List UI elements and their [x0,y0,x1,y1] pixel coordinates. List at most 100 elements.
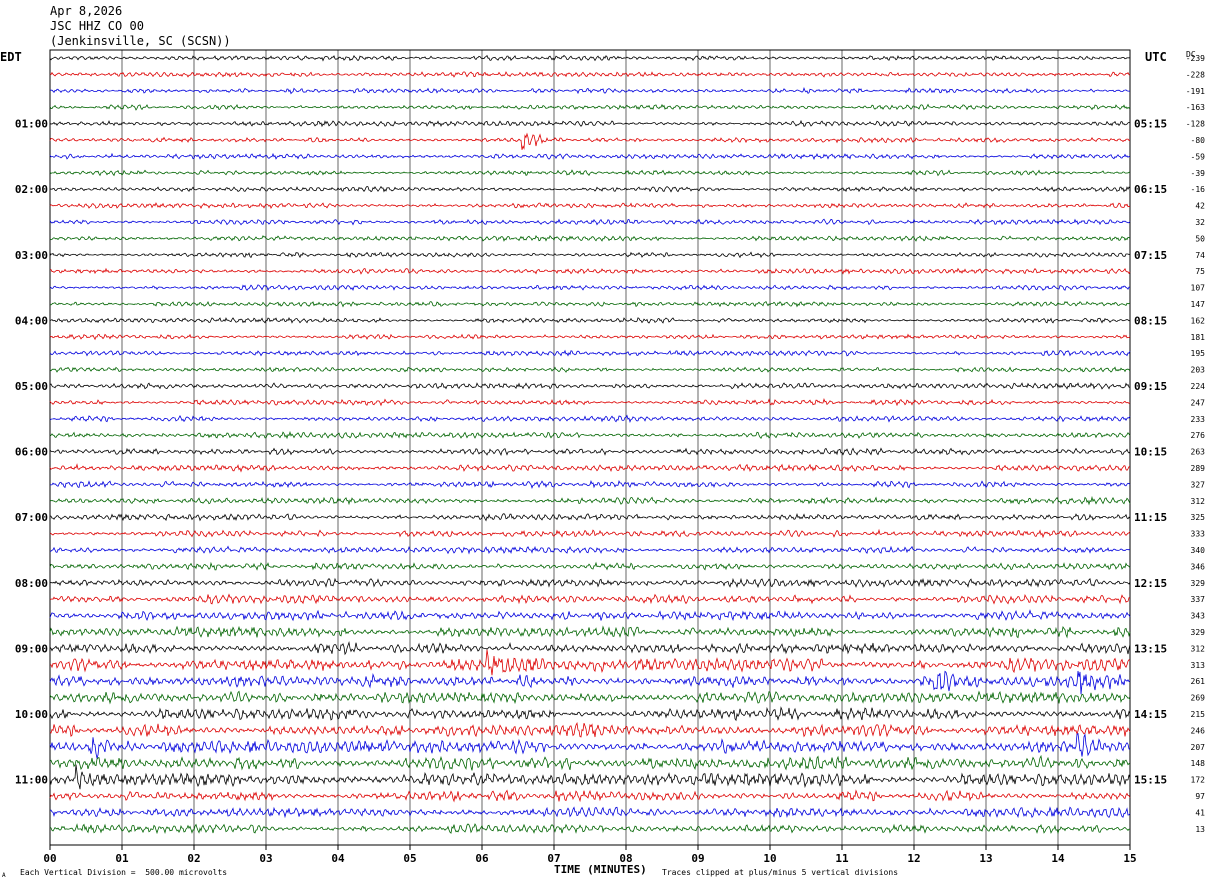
trace-10 [49,202,1131,210]
utc-time-label: 11:15 [1134,511,1167,524]
utc-time-label: 12:15 [1134,577,1167,590]
dc-offset-value: 224 [1191,382,1206,391]
edt-time-label: 08:00 [15,577,48,590]
trace-48 [49,823,1130,835]
dc-offset-value: 312 [1191,644,1206,653]
x-tick-label: 12 [907,852,920,865]
dc-offset-value: -239 [1186,54,1205,63]
trace-9 [49,185,1131,193]
trace-39 [49,670,1131,695]
dc-offset-value: 333 [1191,530,1206,539]
x-axis-title: TIME (MINUTES) [554,863,647,876]
header-location: (Jenkinsville, SC (SCSN)) [50,34,231,48]
utc-time-label: 15:15 [1134,774,1167,787]
trace-19 [49,349,1131,357]
trace-44 [49,754,1131,771]
trace-37 [49,641,1131,656]
dc-offset-value: 32 [1195,218,1205,227]
dc-offset-value: 337 [1191,595,1206,604]
trace-4 [49,103,1131,111]
dc-offset-value: 313 [1191,661,1206,670]
dc-offset-value: 148 [1191,759,1206,768]
dc-offset-value: 329 [1191,579,1206,588]
dc-offset-value: 195 [1191,349,1206,358]
edt-time-label: 02:00 [15,183,48,196]
trace-13 [49,251,1131,259]
edt-time-label: 04:00 [15,314,48,327]
trace-30 [49,528,1131,539]
dc-offset-value: 269 [1191,694,1206,703]
x-tick-label: 14 [1051,852,1065,865]
dc-offset-value: 343 [1191,612,1206,621]
clip-note: Traces clipped at plus/minus 5 vertical … [662,868,899,877]
trace-43 [49,732,1131,760]
dc-offset-value: 276 [1191,431,1206,440]
trace-21 [49,382,1131,390]
dc-offset-value: 327 [1191,480,1206,489]
trace-31 [49,545,1131,555]
dc-offset-value: 181 [1191,333,1206,342]
x-tick-label: 13 [979,852,992,865]
utc-time-label: 13:15 [1134,642,1167,655]
trace-7 [49,152,1131,160]
utc-time-label: 05:15 [1134,118,1167,131]
dc-offset-value: 215 [1191,710,1206,719]
x-tick-label: 01 [115,852,129,865]
dc-offset-value: -228 [1186,70,1205,79]
x-tick-label: 09 [691,852,704,865]
trace-40 [49,690,1131,705]
corner-mark: A [2,872,6,879]
dc-offset-value: -163 [1186,103,1205,112]
dc-offset-value: 147 [1191,300,1206,309]
trace-6 [49,132,1131,150]
trace-23 [49,414,1131,424]
dc-offset-value: 207 [1191,743,1206,752]
trace-3 [49,86,1131,95]
edt-time-label: 11:00 [15,774,48,787]
x-tick-label: 03 [259,852,272,865]
header-station: JSC HHZ CO 00 [50,19,144,33]
utc-label: UTC [1145,50,1167,64]
utc-time-label: 09:15 [1134,380,1167,393]
dc-offset-value: 246 [1191,726,1206,735]
trace-42 [49,721,1131,738]
edt-time-label: 06:00 [15,446,48,459]
trace-47 [49,806,1131,819]
x-tick-label: 08 [619,852,632,865]
x-tick-label: 05 [403,852,416,865]
x-tick-label: 06 [475,852,489,865]
trace-17 [49,317,1130,324]
edt-time-label: 03:00 [15,249,48,262]
edt-time-label: 09:00 [15,642,48,655]
dc-offset-value: -80 [1191,136,1206,145]
dc-offset-value: 261 [1191,677,1206,686]
dc-offset-value: 75 [1195,267,1205,276]
trace-14 [49,267,1131,275]
edt-time-label: 05:00 [15,380,48,393]
trace-46 [49,789,1131,803]
utc-time-label: 07:15 [1134,249,1167,262]
dc-offset-value: -128 [1186,120,1205,129]
dc-offset-value: 97 [1195,792,1205,801]
x-tick-label: 07 [547,852,560,865]
x-tick-label: 04 [331,852,345,865]
trace-24 [49,430,1131,440]
trace-26 [49,463,1131,473]
trace-15 [49,284,1131,292]
trace-2 [49,71,1131,78]
dc-offset-value: 107 [1191,284,1206,293]
scale-note: Each Vertical Division = 500.00 microvol… [20,868,228,877]
edt-time-label: 01:00 [15,118,48,131]
trace-8 [49,169,1131,177]
trace-22 [49,398,1131,407]
trace-38 [49,649,1131,676]
dc-offset-value: -39 [1191,169,1206,178]
plot-frame [49,49,1131,846]
trace-11 [49,218,1131,226]
x-tick-label: 02 [187,852,200,865]
trace-35 [49,609,1131,622]
edt-time-label: 07:00 [15,511,48,524]
dc-offset-value: 289 [1191,464,1206,473]
dc-offset-value: 42 [1195,202,1205,211]
